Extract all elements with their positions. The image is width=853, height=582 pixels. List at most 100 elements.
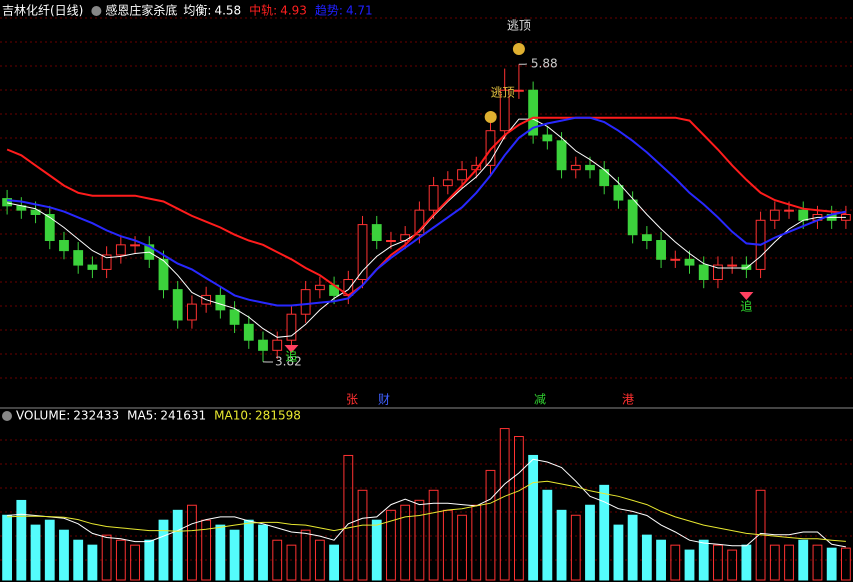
candle-body — [87, 264, 98, 270]
volume-bar — [784, 544, 794, 581]
volume-bar — [585, 504, 595, 581]
ma10-line — [7, 480, 846, 542]
annotation: 3.82 — [275, 355, 302, 369]
candle-body — [400, 234, 411, 242]
volume-bar — [243, 519, 254, 581]
candle-body — [371, 224, 382, 242]
annotation: 逃顶 — [491, 86, 515, 100]
volume-bar — [442, 509, 453, 581]
volume-bar — [87, 544, 98, 581]
money-icon — [512, 43, 525, 55]
volume-bar — [514, 436, 524, 581]
volume-bar — [314, 539, 325, 581]
candle-body — [172, 289, 183, 321]
candle-body — [73, 250, 84, 266]
candle-body — [101, 254, 112, 270]
candle-body — [769, 209, 780, 221]
candle-body — [556, 140, 567, 171]
candle-body — [485, 130, 496, 166]
candle-body — [243, 323, 254, 341]
volume-bar — [656, 539, 666, 581]
legend-value: 4.71 — [346, 4, 373, 18]
volume-bar — [400, 504, 411, 581]
candle-body — [442, 179, 453, 187]
candle-body — [314, 284, 325, 291]
volume-bar — [2, 514, 13, 581]
volume-bar — [30, 524, 41, 581]
candle-body — [684, 258, 695, 266]
ma5-line — [7, 458, 846, 548]
candle-body — [428, 185, 439, 211]
volume-bar — [457, 514, 467, 581]
volume-bar — [272, 539, 283, 581]
legend-value: 281598 — [255, 409, 301, 423]
candle-body — [585, 164, 595, 171]
legend-name: 中轨: — [249, 3, 277, 18]
annotation: 追 — [285, 349, 297, 364]
volume-bar — [130, 544, 140, 581]
volume-bar — [144, 539, 155, 581]
volume-bar — [713, 544, 723, 581]
candle-body — [656, 240, 666, 260]
volume-bar — [357, 489, 368, 581]
candle-body — [499, 89, 510, 132]
chart-subtitle: 感恩庄家杀底 — [105, 3, 177, 18]
legend-name: 均衡: — [183, 4, 211, 18]
candle-body — [727, 264, 738, 267]
volume-bar — [556, 509, 567, 581]
candle-body — [698, 264, 709, 281]
volume-bar — [215, 524, 226, 581]
volume-bar — [329, 544, 339, 581]
legend-name: VOLUME: — [16, 409, 70, 423]
volume-bar — [641, 534, 652, 581]
candle-body — [158, 258, 169, 291]
legend-value: 4.58 — [214, 4, 241, 18]
indicator-line — [6, 116, 847, 297]
legend-value: 241631 — [160, 409, 206, 423]
candle-body — [528, 89, 539, 136]
candle-body — [514, 89, 524, 92]
volume-bar — [73, 539, 84, 581]
candle-body — [59, 240, 69, 252]
volume-bar — [101, 534, 112, 581]
volume-bar — [229, 529, 240, 581]
volume-bar — [172, 509, 183, 581]
volume-bar — [812, 544, 823, 581]
annotation: 5.88 — [531, 57, 558, 71]
money-icon — [484, 111, 497, 123]
volume-bar — [258, 524, 268, 581]
volume-bar — [386, 509, 396, 581]
candle-body — [115, 244, 126, 256]
candle-body — [414, 209, 425, 236]
volume-bar — [798, 539, 809, 581]
settings-icon — [91, 6, 102, 16]
volume-bar — [826, 547, 837, 581]
chart-title: 吉林化纤(日线) — [2, 4, 83, 18]
tag: 张 — [346, 393, 358, 407]
candle-body — [286, 313, 297, 341]
chase-icon — [284, 345, 299, 353]
candle-body — [457, 169, 467, 181]
volume-bar — [187, 504, 197, 581]
legend-name: MA5: — [127, 409, 157, 423]
candle-body — [357, 224, 368, 281]
settings-icon — [2, 411, 12, 421]
candle-body — [272, 339, 283, 351]
candle-body — [386, 240, 396, 243]
volume-bar — [741, 544, 752, 581]
volume-bar — [698, 539, 709, 581]
candle-body — [713, 264, 723, 281]
candle-body — [798, 209, 809, 221]
chase-icon — [739, 292, 754, 300]
candle-body — [229, 309, 240, 325]
volume-bar — [670, 544, 681, 581]
volume-bar — [59, 529, 69, 581]
legend-value: 232433 — [73, 409, 119, 423]
candle-body — [30, 209, 41, 216]
candle-body — [300, 289, 311, 315]
volume-bar — [414, 499, 425, 581]
tag: 财 — [378, 393, 390, 407]
volume-bar — [300, 529, 311, 581]
volume-bar — [428, 489, 439, 581]
candle-body — [627, 199, 638, 236]
